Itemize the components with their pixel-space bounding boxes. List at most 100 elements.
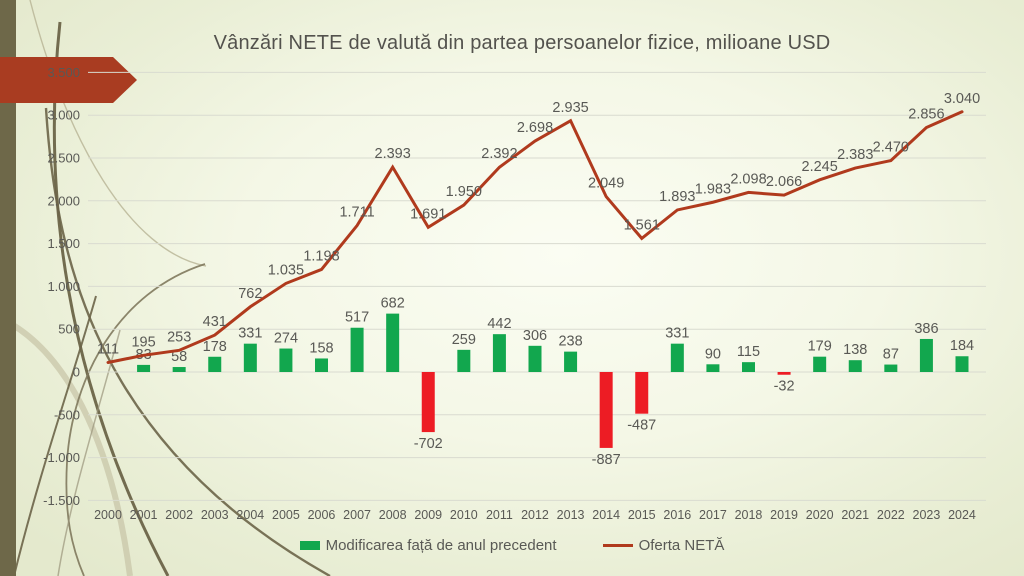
- bar: [848, 360, 862, 372]
- line-data-label: 1.711: [339, 205, 374, 221]
- net-offer-line: [106, 110, 964, 364]
- y-tick-label: 1.000: [47, 279, 80, 294]
- legend-line-swatch: [602, 543, 633, 547]
- bar: [955, 356, 969, 372]
- year-label: 2022: [877, 508, 905, 522]
- year-label: 2004: [236, 508, 264, 522]
- bars-layer: [137, 313, 969, 448]
- line-data-label: 2.245: [802, 159, 838, 175]
- year-label: 2011: [486, 508, 513, 522]
- bar-data-label: 58: [171, 349, 187, 365]
- bar-data-label: -32: [774, 379, 795, 395]
- year-label: 2009: [414, 508, 442, 522]
- bar-data-label: 158: [309, 340, 333, 356]
- year-label: 2020: [806, 508, 834, 522]
- bar-data-label: 179: [808, 339, 832, 355]
- bar: [884, 364, 898, 372]
- legend-bar-label: Modificarea față de anul precedent: [325, 536, 557, 554]
- gridlines-layer: [88, 71, 986, 501]
- bar: [421, 372, 435, 433]
- bar: [670, 343, 684, 372]
- bar: [208, 356, 222, 372]
- bar: [457, 349, 471, 372]
- bar-data-label: 115: [737, 344, 760, 360]
- left-accent-bar: [0, 0, 16, 576]
- bar: [137, 364, 151, 372]
- legend-item-line: Oferta NETĂ: [602, 536, 725, 554]
- y-tick-label: -1.000: [43, 450, 80, 465]
- line-data-label: 1.893: [659, 189, 695, 205]
- year-label: 2024: [948, 508, 976, 522]
- y-tick-label: 1.500: [47, 236, 80, 251]
- bar: [741, 362, 755, 372]
- y-tick-label: 3.000: [47, 108, 80, 123]
- bar-data-label: -887: [592, 452, 621, 468]
- bar: [279, 348, 293, 372]
- line-data-label: 111: [97, 341, 119, 357]
- red-arrow-decoration: [0, 57, 137, 103]
- year-label: 2021: [841, 508, 869, 522]
- bar-data-label: -702: [414, 436, 443, 452]
- bar-data-label: 682: [381, 296, 405, 312]
- line-data-label: 195: [131, 334, 155, 350]
- year-label: 2019: [770, 508, 798, 522]
- bar-data-label: 331: [238, 326, 262, 342]
- bar: [777, 372, 791, 375]
- bar-data-label: 274: [274, 331, 298, 347]
- chart-legend: Modificarea față de anul precedent Ofert…: [0, 534, 1024, 556]
- line-data-label: 2.392: [481, 146, 517, 162]
- year-label: 2016: [663, 508, 691, 522]
- bar-data-label: 306: [523, 328, 547, 344]
- bar: [813, 356, 827, 372]
- bar: [564, 351, 578, 372]
- year-label: 2006: [308, 508, 336, 522]
- bar: [528, 345, 542, 372]
- bar: [635, 372, 649, 414]
- bar: [706, 364, 720, 372]
- line-data-label: 1.691: [410, 206, 446, 222]
- bar-data-label: 331: [665, 326, 689, 342]
- y-tick-label: 2.500: [47, 151, 80, 166]
- y-tick-label: 500: [58, 322, 80, 337]
- bar: [386, 313, 400, 372]
- year-label: 2000: [94, 508, 122, 522]
- bar: [243, 343, 257, 372]
- legend-line-label: Oferta NETĂ: [638, 536, 725, 554]
- year-label: 2023: [913, 508, 941, 522]
- line-data-label: 1.983: [695, 181, 731, 197]
- year-label: 2008: [379, 508, 407, 522]
- line-data-label: 2.856: [908, 107, 944, 123]
- year-label: 2017: [699, 508, 727, 522]
- bar-data-label: 138: [843, 342, 867, 358]
- line-data-label: 1.198: [303, 248, 339, 264]
- year-label: 2007: [343, 508, 371, 522]
- year-label: 2005: [272, 508, 300, 522]
- line-data-label: 431: [203, 314, 227, 330]
- line-data-label: 2.098: [730, 171, 766, 187]
- decorative-curve: [65, 263, 206, 576]
- decorative-curve: [29, 0, 207, 267]
- x-axis-labels: 2000 2001 2002 2003 2004 2005 2006 2007 2008 2009…: [94, 508, 976, 522]
- chart-title: Vânzări NETE de valută din partea persoa…: [213, 32, 831, 54]
- line-data-label: 3.040: [944, 91, 980, 107]
- bar-data-label: 386: [914, 321, 938, 337]
- line-data-label: 1.035: [268, 262, 304, 278]
- bar-data-label: 184: [950, 338, 974, 354]
- line-data-label: 2.066: [766, 174, 802, 190]
- year-label: 2010: [450, 508, 478, 522]
- line-data-label: 2.383: [837, 147, 873, 163]
- y-tick-label: 3.500: [47, 65, 80, 80]
- bar-data-label: 259: [452, 332, 476, 348]
- decorative-curve: [0, 315, 133, 576]
- bar: [314, 358, 328, 372]
- year-label: 2015: [628, 508, 656, 522]
- y-tick-label: -500: [54, 407, 80, 422]
- decorative-curve: [44, 107, 331, 576]
- line-data-label: 2.470: [873, 140, 909, 156]
- line-data-label: 2.049: [588, 176, 624, 192]
- year-label: 2018: [735, 508, 763, 522]
